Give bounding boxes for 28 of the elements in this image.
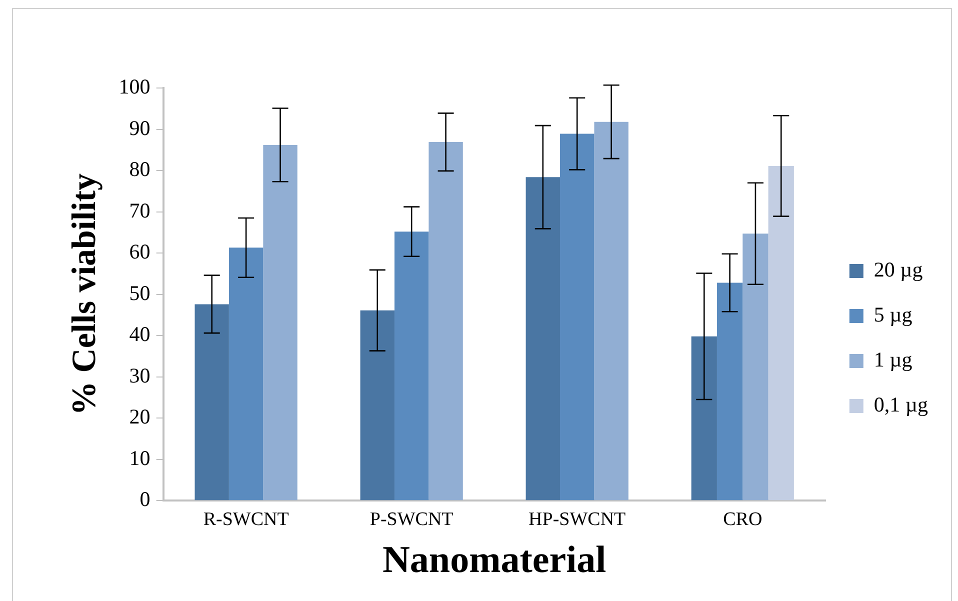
x-tick-label: HP-SWCNT — [528, 508, 626, 530]
y-tick-label: 20 — [129, 404, 150, 429]
y-tick-label: 50 — [129, 280, 150, 305]
bar — [194, 304, 229, 500]
y-tick-label: 70 — [129, 198, 150, 222]
x-tick-label: P-SWCNT — [370, 508, 454, 530]
bar — [768, 166, 794, 500]
bar — [228, 248, 264, 500]
y-tick-label: 80 — [129, 157, 150, 182]
y-tick-label: 40 — [129, 322, 150, 346]
y-tick-label: 100 — [118, 74, 150, 99]
bar — [360, 310, 394, 500]
legend-label: 0,1 µg — [874, 392, 928, 417]
y-tick-label: 90 — [129, 116, 150, 140]
legend-label: 1 µg — [874, 348, 913, 372]
y-tick-label: 30 — [129, 363, 150, 388]
legend-label: 20 µg — [874, 258, 924, 282]
x-tick-label: R-SWCNT — [203, 508, 290, 530]
bar — [394, 232, 429, 500]
y-tick-label: 0 — [140, 487, 150, 512]
x-axis-title: Nanomaterial — [382, 539, 606, 582]
bar — [428, 142, 463, 500]
y-axis-title: % Cells viability — [66, 173, 104, 416]
bar — [263, 144, 298, 500]
y-tick-label: 10 — [129, 446, 150, 470]
legend-label: 5 µg — [874, 302, 913, 327]
x-tick-label: CRO — [723, 508, 762, 530]
y-tick-label: 60 — [129, 240, 150, 264]
